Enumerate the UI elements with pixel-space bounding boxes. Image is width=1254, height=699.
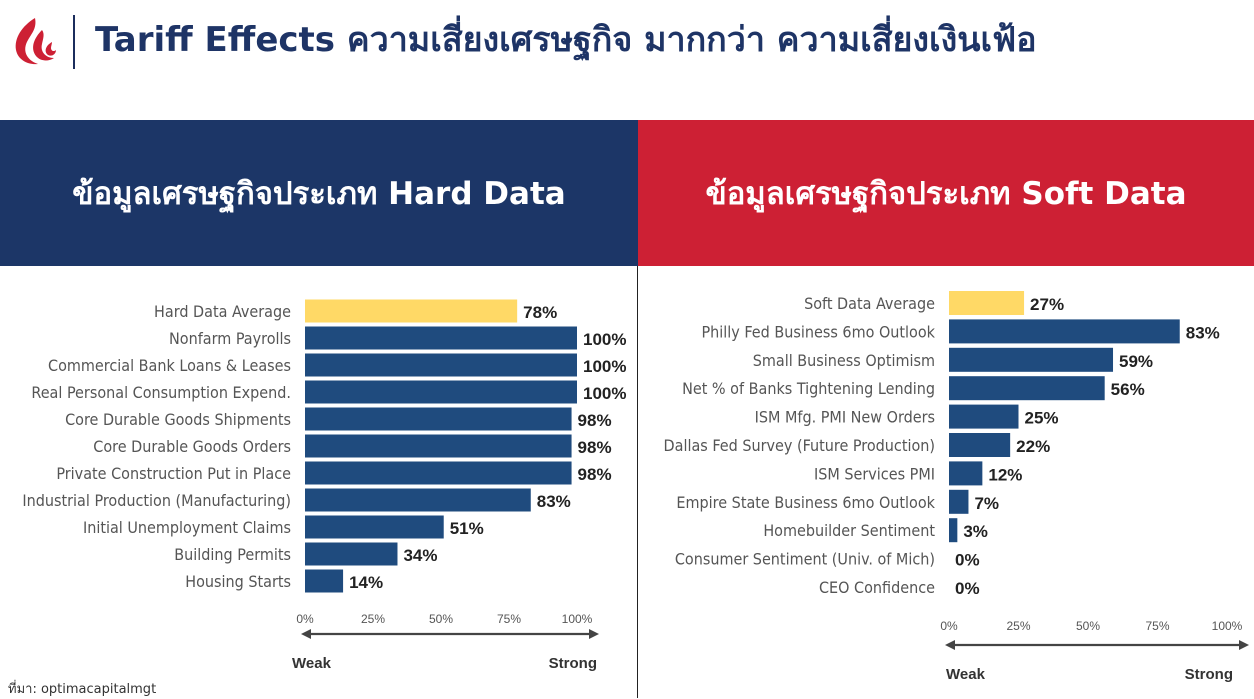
soft-arrow-right-icon [1239,640,1249,650]
hard-weak-label: Weak [292,655,332,672]
soft-category-label: ISM Services PMI [814,464,935,483]
soft-bar [949,489,969,514]
soft-bar [949,319,1180,344]
hard-category-label: Commercial Bank Loans & Leases [48,356,291,375]
soft-value-label: 59% [1119,352,1153,371]
hard-bar [305,542,398,566]
soft-value-label: 12% [988,465,1022,484]
hard-bar [305,488,531,512]
hard-strong-label: Strong [549,655,597,672]
soft-bar [949,518,958,543]
soft-value-label: 0% [955,579,980,598]
hard-category-label: Industrial Production (Manufacturing) [22,491,291,510]
hard-bar [305,407,572,431]
hard-value-label: 98% [578,465,612,484]
soft-tick-label: 0% [940,619,958,633]
soft-bar [949,347,1114,372]
hard-value-label: 51% [450,519,484,538]
hard-bar [305,461,572,485]
soft-category-label: Homebuilder Sentiment [763,521,935,540]
soft-arrow-left-icon [945,640,955,650]
soft-bar [949,461,983,486]
hard-bar [305,353,577,377]
hard-bar [305,569,344,593]
soft-bar [949,404,1019,429]
soft-value-label: 25% [1025,409,1059,428]
hard-arrow-left-icon [301,629,311,639]
hard-category-label: Core Durable Goods Shipments [65,410,291,429]
hard-tick-label: 100% [562,612,593,626]
flame-logo-icon [15,18,56,65]
soft-category-label: Empire State Business 6mo Outlook [676,493,935,512]
soft-value-label: 3% [963,522,988,541]
soft-value-label: 0% [955,551,980,570]
hard-value-label: 100% [583,330,626,349]
soft-value-label: 22% [1016,437,1050,456]
hard-category-label: Private Construction Put in Place [56,464,291,483]
hard-category-label: Initial Unemployment Claims [83,518,291,537]
hard-bar [305,380,577,404]
hard-tick-label: 25% [361,612,385,626]
soft-category-label: Net % of Banks Tightening Lending [682,379,935,398]
hard-value-label: 34% [403,546,437,565]
hard-value-label: 78% [523,303,557,322]
hard-value-label: 98% [578,411,612,430]
hard-bar [305,515,444,539]
soft-average-bar [949,291,1025,315]
hard-value-label: 98% [578,438,612,457]
hard-average-bar [305,299,518,323]
soft-tick-label: 50% [1076,619,1100,633]
header-bar: Tariff Effects ความเสี่ยงเศรษฐกิจ มากกว่… [0,0,1254,120]
hard-category-label: Building Permits [174,545,291,564]
hard-category-label: Real Personal Consumption Expend. [31,383,291,402]
hard-value-label: 100% [583,357,626,376]
panel-divider [637,266,638,698]
hard-category-label: Hard Data Average [154,302,291,321]
soft-value-label: 7% [974,494,999,513]
logo-divider [73,15,75,69]
soft-category-label: Soft Data Average [804,294,935,313]
soft-category-label: Philly Fed Business 6mo Outlook [701,322,935,341]
hard-value-label: 83% [537,492,571,511]
soft-tick-label: 100% [1212,619,1243,633]
hard-category-label: Nonfarm Payrolls [169,329,291,348]
soft-category-label: CEO Confidence [819,578,935,597]
soft-category-label: Small Business Optimism [753,351,935,370]
hard-value-label: 100% [583,384,626,403]
hard-bar [305,434,572,458]
soft-bar [949,376,1105,401]
hard-data-heading: ข้อมูลเศรษฐกิจประเภท Hard Data [0,120,638,266]
hard-category-label: Housing Starts [185,572,291,591]
hard-category-label: Core Durable Goods Orders [93,437,291,456]
page-title: Tariff Effects ความเสี่ยงเศรษฐกิจ มากกว่… [95,20,1037,60]
hard-tick-label: 50% [429,612,453,626]
hard-value-label: 14% [349,573,383,592]
source-note: ที่มา: optimacapitalmgt [8,682,157,697]
soft-category-label: Consumer Sentiment (Univ. of Mich) [675,550,935,569]
soft-value-label: 56% [1111,380,1145,399]
soft-category-label: Dallas Fed Survey (Future Production) [664,436,935,455]
soft-weak-label: Weak [946,666,986,683]
soft-strong-label: Strong [1185,666,1233,683]
soft-bar [949,433,1011,457]
hard-tick-label: 75% [497,612,521,626]
soft-tick-label: 25% [1006,619,1030,633]
soft-value-label: 27% [1030,295,1064,314]
soft-category-label: ISM Mfg. PMI New Orders [755,408,935,427]
soft-value-label: 83% [1186,323,1220,342]
hard-bar [305,326,577,350]
soft-tick-label: 75% [1145,619,1169,633]
hard-tick-label: 0% [296,612,314,626]
hard-arrow-right-icon [589,629,599,639]
soft-data-heading: ข้อมูลเศรษฐกิจประเภท Soft Data [638,120,1254,266]
